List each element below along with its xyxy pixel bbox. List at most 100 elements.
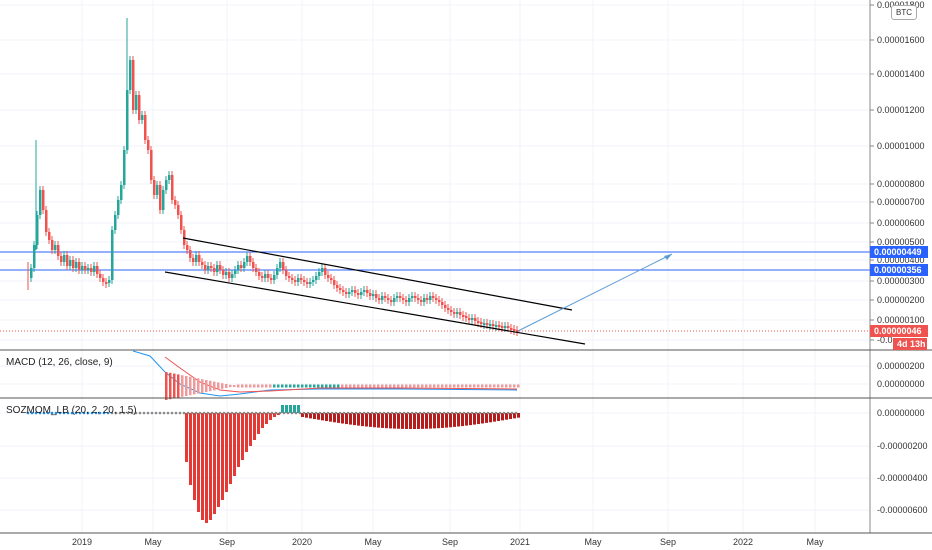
candle-body [342, 290, 345, 292]
sozmom-dot [170, 411, 174, 415]
sozmom-bar [205, 413, 208, 523]
sozmom-pane[interactable] [26, 405, 520, 523]
candle-body [471, 318, 474, 320]
sozmom-bar [241, 413, 244, 460]
candle-body [93, 266, 96, 272]
sozmom-dot [302, 411, 306, 415]
sozmom-dot [282, 411, 286, 415]
candle-body [273, 275, 276, 280]
sozmom-dot [426, 411, 430, 415]
sozmom-dot [502, 411, 506, 415]
sozmom-dot [234, 411, 238, 415]
candle-body [462, 315, 465, 317]
sozmom-dot [346, 411, 350, 415]
candle-body [333, 280, 336, 285]
sozmom-dot [254, 411, 258, 415]
macd-hist-bar [365, 384, 368, 388]
time-label: May [144, 537, 162, 547]
sozmom-bar [265, 413, 268, 424]
candle-body [171, 175, 174, 200]
sozmom-dot [394, 411, 398, 415]
price-tag-label: 0.00000046 [874, 326, 922, 336]
sozmom-dot [410, 411, 414, 415]
macd-hist-bar [397, 384, 400, 388]
sozmom-dot [342, 411, 346, 415]
sozmom-bar [337, 413, 340, 423]
macd-hist-bar [413, 384, 416, 388]
sozmom-bar [449, 413, 452, 428]
sozmom-axis-label: -0.00000200 [877, 441, 928, 451]
candle-body [495, 325, 498, 327]
sozmom-dot [62, 411, 66, 415]
macd-hist-bar [173, 373, 176, 399]
candle-body [336, 285, 339, 288]
sozmom-dot [422, 411, 426, 415]
macd-hist-bar [189, 376, 192, 396]
macd-hist-bar [213, 381, 216, 391]
macd-line [132, 350, 518, 397]
macd-hist-bar [345, 384, 348, 388]
candle-body [36, 215, 39, 245]
sozmom-dot [430, 411, 434, 415]
sozmom-bar [473, 413, 476, 425]
sozmom-dot [482, 411, 486, 415]
macd-hist-bar [265, 384, 268, 388]
sozmom-bar [253, 413, 256, 440]
sozmom-dot [294, 411, 298, 415]
candle-body [198, 255, 201, 262]
candle-body [231, 274, 234, 278]
sozmom-bar [373, 413, 376, 428]
candle-body [285, 270, 288, 276]
candle-body [483, 323, 486, 325]
price-label: 0.00000400 [877, 255, 925, 265]
sozmom-bar [513, 413, 516, 419]
candle-body [288, 276, 291, 278]
macd-hist-bar [165, 372, 168, 400]
candle-body [126, 90, 129, 150]
candle-body [324, 268, 327, 275]
candle-body [180, 215, 183, 230]
sozmom-dot [362, 411, 366, 415]
candle-body [105, 282, 108, 284]
sozmom-dot [82, 411, 86, 415]
sozmom-bar [493, 413, 496, 422]
candle-body [84, 266, 87, 270]
macd-hist-bar [381, 384, 384, 388]
macd-hist-bar [441, 384, 444, 388]
sozmom-bar [185, 413, 188, 462]
sozmom-dot [230, 411, 234, 415]
macd-hist-bar [169, 372, 172, 400]
sozmom-bar [341, 413, 344, 424]
candle-body [429, 296, 432, 300]
sozmom-dot [218, 411, 222, 415]
macd-hist-bar [433, 384, 436, 388]
macd-pane[interactable] [132, 350, 520, 400]
sozmom-dot [322, 411, 326, 415]
candle-body [204, 265, 207, 270]
sozmom-dot [122, 411, 126, 415]
currency-badge[interactable]: BTC [891, 5, 917, 20]
sozmom-bar [201, 413, 204, 520]
candle-body [507, 326, 510, 328]
candle-body [468, 318, 471, 320]
sozmom-bar [453, 413, 456, 427]
sozmom-bar [365, 413, 368, 427]
sozmom-bar [441, 413, 444, 428]
candle-body [213, 268, 216, 272]
sozmom-bar [417, 413, 420, 429]
candle-body [189, 250, 192, 258]
macd-hist-bar [481, 384, 484, 388]
sozmom-dot [134, 411, 138, 415]
macd-hist-bar [249, 384, 252, 388]
sozmom-bar [361, 413, 364, 427]
price-pane[interactable] [0, 18, 870, 345]
candle-body [69, 260, 72, 266]
sozmom-dot [506, 411, 510, 415]
candle-body [489, 324, 492, 326]
macd-hist-bar [369, 384, 372, 388]
sozmom-dot [338, 411, 342, 415]
sozmom-dot [54, 411, 58, 415]
macd-hist-bar [457, 384, 460, 388]
